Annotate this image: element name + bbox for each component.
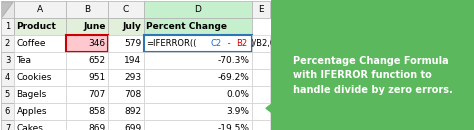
Bar bbox=[66, 69, 108, 86]
Bar bbox=[144, 120, 252, 130]
Bar bbox=[66, 103, 108, 120]
Polygon shape bbox=[2, 2, 13, 17]
Bar bbox=[66, 35, 108, 52]
Bar bbox=[108, 120, 144, 130]
Text: -70.3%: -70.3% bbox=[218, 56, 249, 65]
Bar bbox=[66, 18, 108, 35]
Text: E: E bbox=[258, 5, 264, 14]
Text: -: - bbox=[225, 39, 234, 48]
Text: 699: 699 bbox=[124, 124, 142, 130]
Text: )/B2,0)|: )/B2,0)| bbox=[250, 39, 282, 48]
Text: Apples: Apples bbox=[17, 107, 47, 116]
Bar bbox=[108, 86, 144, 103]
Bar bbox=[14, 120, 66, 130]
Text: 579: 579 bbox=[124, 39, 142, 48]
Bar bbox=[144, 1, 252, 18]
Text: June: June bbox=[83, 22, 106, 31]
Text: -69.2%: -69.2% bbox=[218, 73, 249, 82]
Bar bbox=[14, 86, 66, 103]
Text: Cookies: Cookies bbox=[17, 73, 52, 82]
Bar bbox=[108, 52, 144, 69]
Bar bbox=[144, 69, 252, 86]
Bar bbox=[252, 1, 270, 18]
Text: C: C bbox=[123, 5, 129, 14]
Bar bbox=[144, 35, 252, 52]
Text: -19.5%: -19.5% bbox=[218, 124, 249, 130]
Text: 1: 1 bbox=[5, 22, 10, 31]
Bar bbox=[1, 103, 14, 120]
Bar bbox=[14, 1, 66, 18]
Text: 0.0%: 0.0% bbox=[227, 90, 249, 99]
Bar bbox=[1, 86, 14, 103]
Bar bbox=[14, 35, 66, 52]
Bar bbox=[1, 69, 14, 86]
Text: 5: 5 bbox=[5, 90, 10, 99]
Text: Percent Change: Percent Change bbox=[146, 22, 228, 31]
Text: Percentage Change Formula
with IFERROR function to
handle divide by zero errors.: Percentage Change Formula with IFERROR f… bbox=[293, 56, 453, 95]
FancyBboxPatch shape bbox=[271, 0, 474, 130]
Bar bbox=[144, 86, 252, 103]
Bar bbox=[108, 18, 144, 35]
Text: July: July bbox=[123, 22, 142, 31]
Bar bbox=[108, 69, 144, 86]
Text: 707: 707 bbox=[88, 90, 106, 99]
Bar bbox=[66, 1, 108, 18]
Text: 7: 7 bbox=[5, 124, 10, 130]
Text: Cakes: Cakes bbox=[17, 124, 44, 130]
Text: C2: C2 bbox=[211, 39, 222, 48]
Bar bbox=[1, 35, 14, 52]
Polygon shape bbox=[266, 102, 274, 114]
Bar bbox=[1, 120, 14, 130]
Bar bbox=[14, 52, 66, 69]
Text: 6: 6 bbox=[5, 107, 10, 116]
Text: Tea: Tea bbox=[17, 56, 31, 65]
Bar bbox=[144, 52, 252, 69]
Text: 194: 194 bbox=[124, 56, 142, 65]
Bar bbox=[108, 35, 144, 52]
Text: 652: 652 bbox=[88, 56, 106, 65]
Text: B2: B2 bbox=[236, 39, 247, 48]
Bar bbox=[252, 103, 270, 120]
Text: Bagels: Bagels bbox=[17, 90, 47, 99]
Bar bbox=[1, 18, 14, 35]
Text: 892: 892 bbox=[124, 107, 142, 116]
Bar bbox=[66, 86, 108, 103]
Text: 858: 858 bbox=[88, 107, 106, 116]
Bar bbox=[14, 18, 66, 35]
Text: Coffee: Coffee bbox=[17, 39, 46, 48]
Text: 346: 346 bbox=[88, 39, 106, 48]
Bar bbox=[108, 1, 144, 18]
Text: Product: Product bbox=[17, 22, 56, 31]
Text: 951: 951 bbox=[88, 73, 106, 82]
Text: 708: 708 bbox=[124, 90, 142, 99]
Text: =IFERROR((: =IFERROR(( bbox=[146, 39, 196, 48]
Bar bbox=[1, 52, 14, 69]
Text: 2: 2 bbox=[5, 39, 10, 48]
Text: B: B bbox=[84, 5, 90, 14]
Text: 4: 4 bbox=[5, 73, 10, 82]
Bar bbox=[252, 52, 270, 69]
Bar bbox=[66, 120, 108, 130]
Text: 3.9%: 3.9% bbox=[227, 107, 249, 116]
Bar bbox=[14, 69, 66, 86]
Bar bbox=[14, 103, 66, 120]
Bar bbox=[144, 18, 252, 35]
Bar bbox=[108, 103, 144, 120]
Bar bbox=[66, 52, 108, 69]
Text: D: D bbox=[194, 5, 201, 14]
Bar bbox=[144, 103, 252, 120]
Bar bbox=[1, 1, 14, 18]
Bar bbox=[252, 69, 270, 86]
Text: 293: 293 bbox=[124, 73, 142, 82]
Text: A: A bbox=[37, 5, 43, 14]
Bar bbox=[252, 35, 270, 52]
Text: 869: 869 bbox=[88, 124, 106, 130]
Text: 3: 3 bbox=[5, 56, 10, 65]
Bar bbox=[252, 86, 270, 103]
Bar bbox=[252, 120, 270, 130]
